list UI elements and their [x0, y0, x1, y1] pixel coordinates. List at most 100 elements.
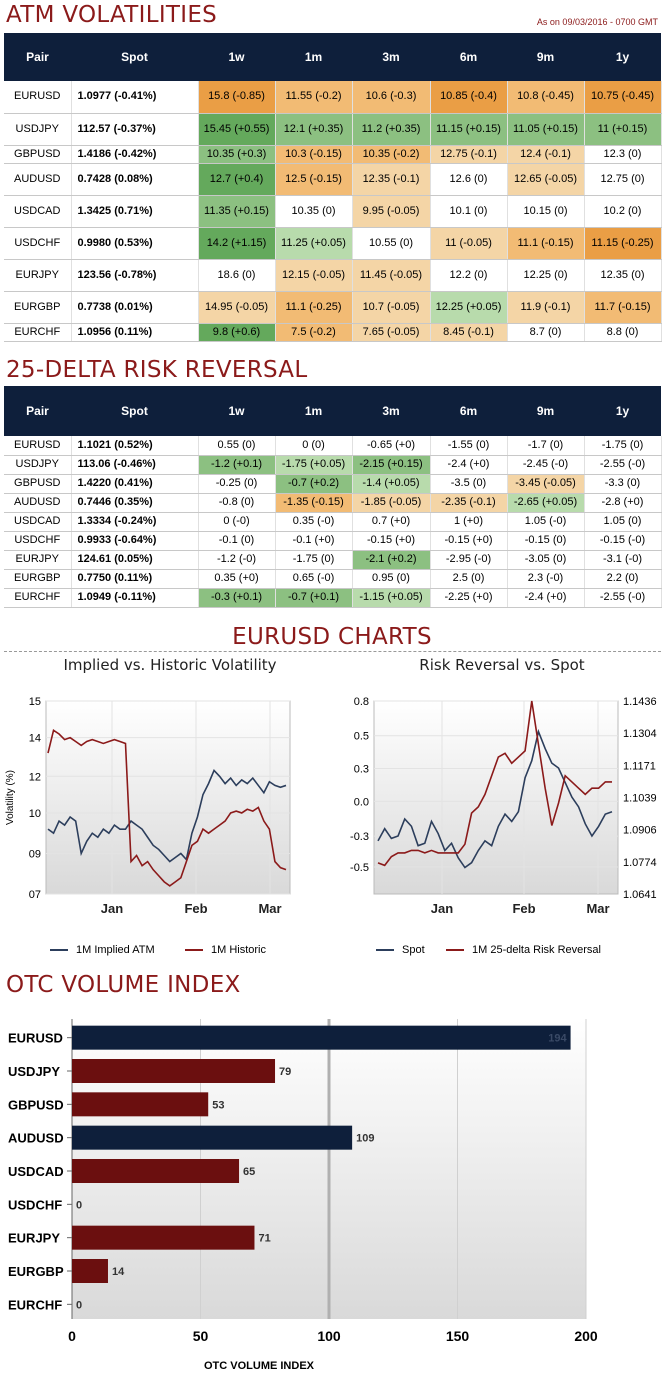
- column-header: 9m: [507, 33, 584, 81]
- value-cell: 11.1 (-0.15): [507, 227, 585, 260]
- value-cell: 10.6 (-0.3): [352, 81, 431, 114]
- value-label: 0: [76, 1199, 82, 1211]
- header-row: Pair Spot 1w 1m 3m 6m 9m 1y: [4, 386, 661, 436]
- rr-title: 25-DELTA RISK REVERSAL: [6, 357, 308, 383]
- risk-reversal-table: Pair Spot 1w 1m 3m 6m 9m 1y EURUSD 1.1021 (0.52%)…: [4, 386, 662, 608]
- value-cell: -0.1 (+0): [275, 531, 353, 551]
- pair-cell: AUDUSD: [4, 163, 72, 196]
- column-header: 1w: [198, 33, 275, 81]
- value-cell: 11.15 (+0.15): [430, 113, 508, 146]
- value-cell: -2.55 (-0): [584, 588, 662, 608]
- table-row: USDCAD 1.3425 (0.71%) 11.35 (+0.15) 10.35 (…: [4, 195, 662, 228]
- legend-implied-swatch: [50, 949, 68, 952]
- category-label: USDJPY: [8, 1064, 60, 1079]
- table-row: EURUSD 1.0977 (-0.41%) 15.8 (-0.85) 11.55 (…: [4, 81, 662, 114]
- plot-area: [373, 700, 619, 895]
- value-cell: 0.95 (0): [352, 569, 431, 589]
- value-cell: 12.5 (-0.15): [275, 163, 353, 196]
- x-tick-label: Mar: [586, 901, 609, 915]
- value-cell: 10.15 (0): [507, 195, 585, 228]
- y-left-tick-label: 0.0: [354, 796, 369, 808]
- value-cell: -0.7 (+0.1): [275, 588, 353, 608]
- pair-cell: EURUSD: [4, 436, 72, 456]
- pair-cell: EURJPY: [4, 550, 72, 570]
- table-row: USDCHF 0.9980 (0.53%) 14.2 (+1.15) 11.25 (+…: [4, 227, 662, 260]
- x-tick-label: Jan: [431, 901, 453, 915]
- spot-cell: 124.61 (0.05%): [71, 550, 199, 570]
- value-cell: 8.45 (-0.1): [430, 323, 508, 342]
- spot-cell: 123.56 (-0.78%): [71, 259, 199, 292]
- pair-cell: EURJPY: [4, 259, 72, 292]
- value-cell: -0.8 (0): [198, 493, 276, 513]
- legend-historic: 1M Historic: [185, 944, 266, 956]
- category-label: USDCHF: [8, 1197, 62, 1212]
- value-cell: -1.75 (0): [275, 550, 353, 570]
- bar: [72, 1092, 209, 1117]
- value-cell: 11.05 (+0.15): [507, 113, 585, 146]
- value-cell: 10.2 (0): [584, 195, 662, 228]
- header-row: Pair Spot 1w 1m 3m 6m 9m 1y: [4, 33, 661, 81]
- spot-cell: 1.0949 (-0.11%): [71, 588, 199, 608]
- value-cell: -0.65 (+0): [352, 436, 431, 456]
- value-cell: 0.35 (+0): [198, 569, 276, 589]
- value-cell: -0.15 (0): [507, 531, 585, 551]
- legend-rr: 1M 25-delta Risk Reversal: [446, 944, 601, 956]
- category-label: GBPUSD: [8, 1097, 64, 1112]
- pair-cell: EURCHF: [4, 323, 72, 342]
- column-header: 1m: [275, 386, 352, 436]
- value-cell: 12.25 (+0.05): [430, 291, 508, 324]
- value-cell: 0.7 (+0): [352, 512, 431, 532]
- y-left-tick-label: 0.8: [354, 696, 369, 708]
- value-label: 109: [356, 1133, 374, 1145]
- value-cell: -2.65 (+0.05): [507, 493, 585, 513]
- pair-cell: EURUSD: [4, 81, 72, 114]
- x-tick-label: Mar: [258, 901, 281, 915]
- category-label: EURCHF: [8, 1297, 62, 1312]
- category-label: AUDUSD: [8, 1131, 64, 1146]
- column-header: 3m: [352, 386, 430, 436]
- value-cell: -1.7 (0): [507, 436, 585, 456]
- table-row: AUDUSD 0.7446 (0.35%) -0.8 (0) -1.35 (-0.15…: [4, 493, 662, 513]
- column-header: Spot: [71, 386, 198, 436]
- plot-area: [45, 700, 291, 895]
- value-label: 79: [279, 1066, 291, 1078]
- x-tick-label: 50: [193, 1328, 209, 1344]
- value-cell: 12.35 (0): [584, 259, 662, 292]
- legend-spot-label: Spot: [402, 944, 425, 957]
- spot-cell: 0.7738 (0.01%): [71, 291, 199, 324]
- y-tick-label: 14: [29, 733, 41, 745]
- table-row: EURJPY 124.61 (0.05%) -1.2 (-0) -1.75 (0) -2…: [4, 550, 662, 570]
- value-cell: -2.15 (+0.15): [352, 455, 431, 475]
- value-cell: 10.1 (0): [430, 195, 508, 228]
- value-cell: -2.25 (+0): [430, 588, 508, 608]
- value-cell: 12.1 (+0.35): [275, 113, 353, 146]
- value-cell: -3.05 (0): [507, 550, 585, 570]
- series-line: [47, 729, 287, 887]
- value-cell: -1.2 (+0.1): [198, 455, 276, 475]
- table-row: USDJPY 113.06 (-0.46%) -1.2 (+0.1) -1.75 (+…: [4, 455, 662, 475]
- table-row: EURGBP 0.7750 (0.11%) 0.35 (+0) 0.65 (-0) 0.…: [4, 569, 662, 589]
- value-cell: 2.2 (0): [584, 569, 662, 589]
- spot-cell: 1.4186 (-0.42%): [71, 145, 199, 164]
- pair-cell: EURGBP: [4, 291, 72, 324]
- column-header: 1w: [198, 386, 275, 436]
- otc-volume-chart: 0 50 100 150 200 EURUSD 194 USDJPY 79 GBPUSD 53 AUD…: [8, 1019, 598, 1372]
- legend-implied-label: 1M Implied ATM: [76, 944, 155, 957]
- value-cell: 0 (0): [275, 436, 353, 456]
- value-cell: -0.3 (+0.1): [198, 588, 276, 608]
- atm-volatilities-table: Pair Spot 1w 1m 3m 6m 9m 1y EURUSD 1.0977 (-0.41%…: [4, 33, 662, 342]
- value-cell: 10.35 (0): [275, 195, 353, 228]
- value-cell: 10.75 (-0.45): [584, 81, 662, 114]
- value-cell: -2.95 (-0): [430, 550, 508, 570]
- spot-cell: 1.0977 (-0.41%): [71, 81, 199, 114]
- x-tick-label: 200: [574, 1328, 598, 1344]
- value-cell: 12.65 (-0.05): [507, 163, 585, 196]
- value-cell: 12.75 (0): [584, 163, 662, 196]
- value-cell: 12.4 (-0.1): [507, 145, 585, 164]
- table-row: GBPUSD 1.4186 (-0.42%) 10.35 (+0.3) 10.3 (-…: [4, 145, 662, 164]
- spot-cell: 1.0956 (0.11%): [71, 323, 199, 342]
- pair-cell: USDCAD: [4, 195, 72, 228]
- pair-cell: AUDUSD: [4, 493, 72, 513]
- table-row: EURUSD 1.1021 (0.52%) 0.55 (0) 0 (0) -0.65 (…: [4, 436, 662, 456]
- legend-implied: 1M Implied ATM: [50, 944, 155, 956]
